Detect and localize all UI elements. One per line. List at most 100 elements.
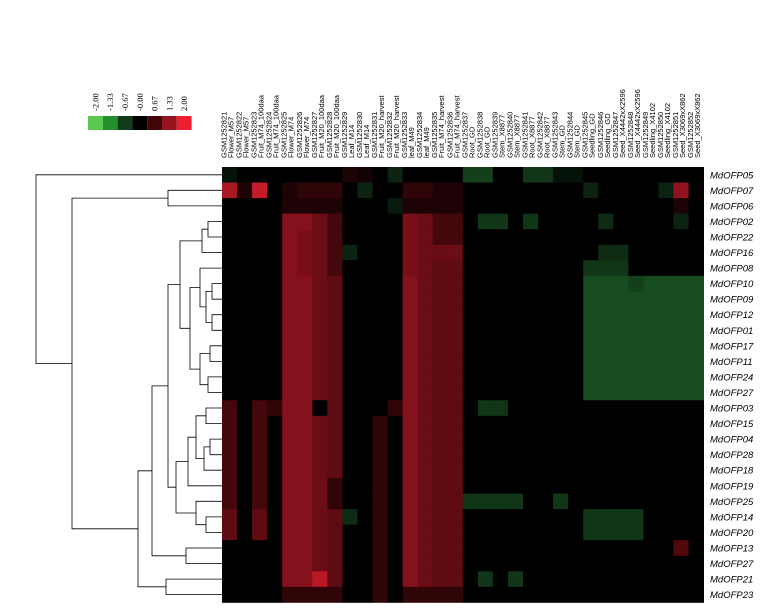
heatmap-cell [643,275,659,292]
heatmap-cell [658,275,674,292]
column-sample-id: GSM1252829 [340,112,349,158]
heatmap-cell [583,509,599,526]
row-gene-label: MdOFP02 [710,217,754,228]
heatmap-cell [312,524,328,541]
heatmap-cell [432,213,449,230]
heatmap-cell [538,493,554,510]
heatmap-cell [613,291,629,308]
heatmap-cell [417,462,434,479]
heatmap-cell [538,524,554,541]
row-gene-label: MdOFP03 [710,404,754,415]
heatmap-cell [688,524,704,541]
heatmap-cell [372,524,388,541]
heatmap-cell [327,509,343,526]
dendrogram-branch [185,547,222,564]
heatmap-cell [477,478,494,494]
heatmap-cell [462,446,479,463]
column-sample-id: GSM1252830 [355,112,364,158]
dendrogram-branch [35,174,222,364]
heatmap-cell [357,229,373,246]
heatmap-cell [327,478,343,494]
column-tissue-label: Fruit_M74_harvest [437,95,446,158]
heatmap-cell [688,431,704,448]
heatmap-cell [507,462,524,479]
heatmap-cell [447,400,464,417]
heatmap-cell [402,198,419,215]
heatmap-cell [432,586,449,603]
heatmap-cell [628,213,644,230]
heatmap-cell [402,306,419,323]
heatmap-cell [492,431,509,448]
heatmap-cell [387,571,403,588]
heatmap-cell [613,540,629,557]
heatmap-cell [327,229,343,246]
heatmap-cell [312,446,328,463]
dendrogram-branch [205,291,212,323]
heatmap-cell [673,182,689,199]
heatmap-cell [553,322,569,339]
heatmap-cell [658,198,674,215]
heatmap-cell [417,446,434,463]
heatmap-cell [688,493,704,510]
heatmap-cell [492,493,509,510]
heatmap-cell [553,213,569,230]
heatmap-cell [523,400,539,417]
heatmap-cell [297,182,313,199]
heatmap-cell [568,540,584,557]
heatmap-cell [583,275,599,292]
heatmap-cell [342,524,358,541]
row-gene-label: MdOFP27 [710,388,754,399]
heatmap-cell [327,555,343,572]
heatmap-cell [462,431,479,448]
heatmap-cell [387,369,403,386]
dendrogram-branch [195,415,206,459]
heatmap-cell [477,586,494,603]
heatmap-cell [477,213,494,230]
heatmap-cell [342,198,358,215]
heatmap-cell [387,493,403,510]
heatmap-cell [402,555,419,572]
heatmap-cell [643,167,659,183]
heatmap-cell [613,229,629,246]
heatmap-cell [673,493,689,510]
heatmap-cell [417,291,434,308]
heatmap-cell [372,586,388,603]
heatmap-cell [673,462,689,479]
heatmap-cell [372,571,388,588]
heatmap-cell [673,167,689,183]
scale-swatch [132,116,148,130]
heatmap-cell [538,306,554,323]
heatmap-cell [538,586,554,603]
heatmap-cell [327,431,343,448]
heatmap-cell [342,306,358,323]
heatmap-cell [628,384,644,401]
heatmap-cell [507,182,524,199]
heatmap-cell [252,229,268,246]
heatmap-cell [372,213,388,230]
heatmap-cell [327,198,343,215]
row-gene-label: MdOFP16 [710,248,754,259]
heatmap-cell [538,198,554,215]
dendrogram-branch [189,287,200,370]
heatmap-cell [222,540,238,557]
heatmap-cell [327,306,343,323]
heatmap-cell [237,524,253,541]
heatmap-cell [523,478,539,494]
heatmap-cell [658,384,674,401]
heatmap-cell [282,275,298,292]
heatmap-cell [237,198,253,215]
heatmap-cell [613,306,629,323]
heatmap-cell [252,384,268,401]
heatmap-cell [417,322,434,339]
heatmap-cell [342,213,358,230]
heatmap-cell [402,338,419,354]
heatmap-cell [312,167,328,183]
heatmap-cell [342,167,358,183]
heatmap-cell [222,462,238,479]
heatmap-cell [462,275,479,292]
heatmap-cell [492,369,509,386]
heatmap-cell [282,571,298,588]
column-tissue-label: Seed_X4442xX2596 [633,89,642,158]
heatmap-cell [447,524,464,541]
